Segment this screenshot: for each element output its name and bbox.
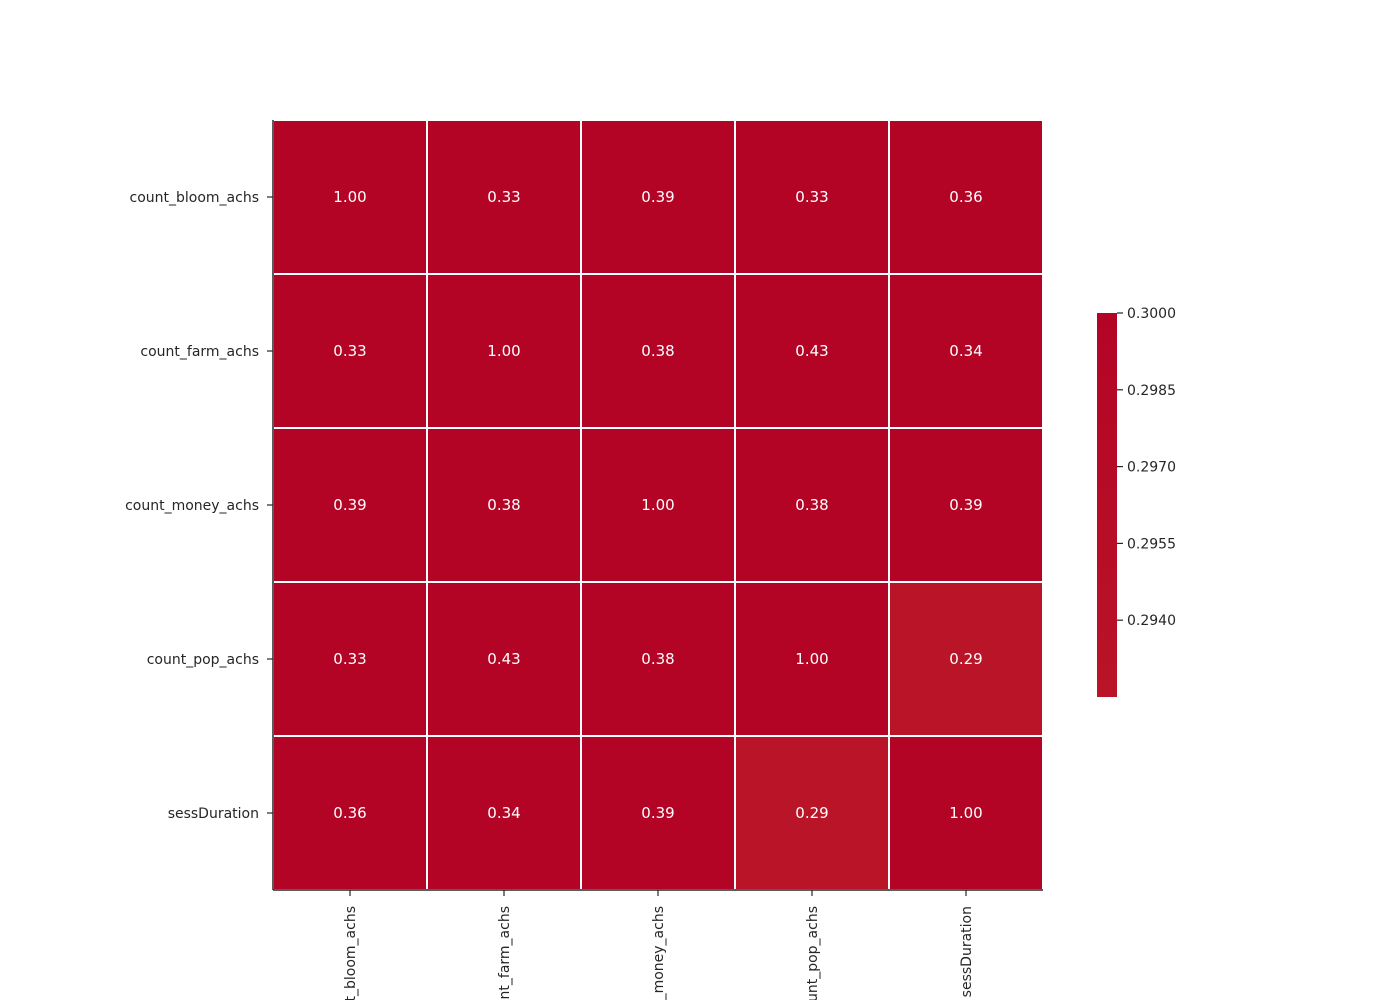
x-tick-label: count_farm_achs	[497, 906, 513, 1000]
cell-value-label: 1.00	[487, 342, 520, 360]
heatmap-cell	[888, 581, 1044, 737]
colorbar: 0.3000 0.2985 0.2970 0.2955 0.2940	[1097, 306, 1176, 697]
cell-value-label: 0.38	[795, 496, 828, 514]
heatmap-cell	[734, 119, 890, 275]
y-tick-label: sessDuration	[168, 806, 259, 822]
heatmap-cell	[272, 119, 428, 275]
heatmap-cell	[580, 427, 736, 583]
heatmap-cell	[888, 735, 1044, 891]
heatmap-cell	[734, 581, 890, 737]
cell-value-label: 0.36	[333, 804, 366, 822]
heatmap-cell	[580, 735, 736, 891]
cell-value-label: 0.38	[641, 342, 674, 360]
cell-value-label: 1.00	[795, 650, 828, 668]
cell-value-label: 0.33	[333, 342, 366, 360]
y-tick-label: count_money_achs	[125, 498, 259, 514]
y-tick-label: count_bloom_achs	[130, 190, 260, 206]
colorbar-tick-label: 0.2985	[1127, 383, 1176, 399]
colorbar-gradient	[1097, 313, 1117, 697]
cell-value-label: 0.39	[641, 188, 674, 206]
heatmap-cell	[272, 735, 428, 891]
cell-value-label: 0.39	[949, 496, 982, 514]
x-tick-label: count_money_achs	[651, 906, 667, 1000]
cell-value-label: 0.33	[487, 188, 520, 206]
heatmap-cell	[426, 119, 582, 275]
heatmap-cell	[888, 273, 1044, 429]
heatmap-cell	[580, 119, 736, 275]
y-tick-labels: count_bloom_achs count_farm_achs count_mon…	[125, 190, 273, 822]
heatmap-cell	[426, 735, 582, 891]
colorbar-tick-label: 0.3000	[1127, 306, 1176, 322]
x-tick-label: count_pop_achs	[805, 906, 821, 1000]
cell-value-label: 1.00	[641, 496, 674, 514]
heatmap-cell	[426, 581, 582, 737]
heatmap-cell	[580, 581, 736, 737]
colorbar-tick-label: 0.2955	[1127, 536, 1176, 552]
cell-value-label: 0.34	[487, 804, 520, 822]
cell-value-label: 0.34	[949, 342, 982, 360]
cell-value-label: 1.00	[949, 804, 982, 822]
heatmap-cell	[272, 273, 428, 429]
cell-value-label: 0.33	[795, 188, 828, 206]
cell-value-label: 0.33	[333, 650, 366, 668]
cell-value-label: 0.38	[641, 650, 674, 668]
colorbar-tick-label: 0.2940	[1127, 613, 1176, 629]
cell-value-label: 0.39	[641, 804, 674, 822]
cell-value-label: 0.29	[949, 650, 982, 668]
heatmap-cell	[426, 427, 582, 583]
cell-value-label: 0.38	[487, 496, 520, 514]
heatmap-cell	[734, 427, 890, 583]
cell-value-label: 0.43	[795, 342, 828, 360]
heatmap-cell	[888, 119, 1044, 275]
x-tick-label: count_bloom_achs	[343, 906, 359, 1000]
colorbar-tick-label: 0.2970	[1127, 460, 1176, 476]
heatmap-cell	[580, 273, 736, 429]
cell-value-label: 0.29	[795, 804, 828, 822]
cell-value-label: 1.00	[333, 188, 366, 206]
y-tick-label: count_pop_achs	[147, 652, 259, 668]
heatmap-cells: 1.00 0.33 0.39 0.33 0.36 0.33 1.00 0.38 0.43 0.34…	[272, 119, 1044, 891]
heatmap-cell	[888, 427, 1044, 583]
x-tick-labels: count_bloom_achs count_farm_achs count_mon…	[343, 890, 975, 1000]
cell-value-label: 0.39	[333, 496, 366, 514]
x-tick-label: sessDuration	[959, 906, 975, 997]
cell-value-label: 0.36	[949, 188, 982, 206]
y-tick-label: count_farm_achs	[140, 344, 259, 360]
cell-value-label: 0.43	[487, 650, 520, 668]
